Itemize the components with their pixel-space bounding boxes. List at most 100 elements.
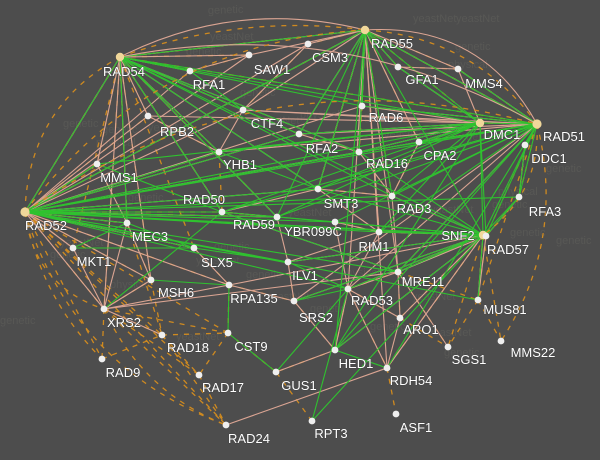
- physical-edge: [287, 261, 295, 302]
- predicted-arc-edge: [500, 123, 547, 342]
- node-label-yhb1: YHB1: [223, 157, 257, 172]
- node-label-rdh54: RDH54: [390, 373, 433, 388]
- predicted-arc-edge: [24, 56, 121, 213]
- node-rad52[interactable]: [20, 207, 30, 217]
- node-mre11[interactable]: [394, 268, 402, 276]
- genetic-edge: [358, 151, 484, 236]
- node-label-rad51: RAD51: [543, 129, 585, 144]
- node-hed1[interactable]: [331, 346, 339, 354]
- node-yhb1[interactable]: [215, 148, 223, 156]
- node-ilv1[interactable]: [284, 258, 292, 266]
- watermark-label: yeastNet: [210, 31, 253, 43]
- node-csm3[interactable]: [304, 40, 312, 48]
- node-label-ilv1: ILV1: [292, 268, 318, 283]
- node-ddc1[interactable]: [521, 141, 529, 149]
- predicted-edge: [198, 332, 229, 376]
- node-rim1[interactable]: [375, 228, 383, 236]
- node-mms22[interactable]: [497, 337, 505, 345]
- genetic-edge: [103, 211, 223, 310]
- genetic-edge: [24, 195, 393, 213]
- node-label-rad50: RAD50: [183, 192, 225, 207]
- node-label-ddc1: DDC1: [531, 151, 566, 166]
- node-rad55[interactable]: [360, 25, 370, 35]
- genetic-edge: [358, 122, 481, 153]
- node-mkt1[interactable]: [69, 244, 77, 252]
- genetic-edge: [276, 29, 366, 218]
- node-ybr099c[interactable]: [331, 218, 339, 226]
- node-cst9[interactable]: [224, 329, 232, 337]
- node-gus1[interactable]: [272, 368, 280, 376]
- node-layer[interactable]: [20, 25, 542, 429]
- node-mms4[interactable]: [454, 65, 462, 73]
- node-cpa2[interactable]: [415, 138, 423, 146]
- node-rad9[interactable]: [98, 355, 106, 363]
- node-mus81[interactable]: [474, 296, 482, 304]
- genetic-edge: [311, 288, 349, 422]
- node-mms1[interactable]: [93, 160, 101, 168]
- node-mec3[interactable]: [123, 219, 131, 227]
- genetic-edge: [24, 211, 289, 263]
- node-rfa2[interactable]: [295, 130, 303, 138]
- predicted-edge: [24, 211, 163, 336]
- node-aro1[interactable]: [396, 314, 404, 322]
- node-label-rpb2: RPB2: [160, 124, 194, 139]
- node-label-cst9: CST9: [234, 339, 267, 354]
- genetic-edge: [150, 279, 230, 286]
- genetic-edge: [227, 284, 230, 334]
- node-label-dmc1: DMC1: [484, 127, 521, 142]
- watermark-label: genetic: [208, 4, 244, 17]
- node-srs2[interactable]: [290, 297, 298, 305]
- node-rad24[interactable]: [222, 421, 230, 429]
- node-saw1[interactable]: [245, 51, 253, 59]
- node-rfa3[interactable]: [515, 193, 523, 201]
- node-asf1[interactable]: [392, 410, 400, 418]
- node-rad17[interactable]: [195, 371, 203, 379]
- node-label-rad57: RAD57: [487, 242, 529, 257]
- physical-edge: [386, 234, 484, 369]
- physical-edge: [386, 317, 401, 369]
- genetic-edge: [298, 122, 481, 135]
- node-rdh54[interactable]: [383, 364, 391, 372]
- genetic-edge: [119, 56, 128, 224]
- node-dmc1[interactable]: [475, 118, 485, 128]
- node-label-slx5: SLX5: [201, 255, 233, 270]
- node-rad6[interactable]: [358, 102, 366, 110]
- node-rad51[interactable]: [532, 119, 542, 129]
- node-rad54[interactable]: [115, 52, 125, 62]
- node-rpt3[interactable]: [308, 417, 316, 425]
- node-msh6[interactable]: [147, 276, 155, 284]
- node-smt3[interactable]: [314, 185, 322, 193]
- node-rad50[interactable]: [218, 208, 226, 216]
- genetic-edge: [479, 122, 487, 237]
- node-gfa1[interactable]: [394, 63, 402, 71]
- genetic-edge: [119, 56, 393, 197]
- watermark-label: yeastNet: [456, 13, 499, 25]
- node-ctf4[interactable]: [239, 106, 247, 114]
- predicted-arc-edge: [24, 29, 366, 213]
- watermark-label: genetic: [310, 303, 346, 315]
- node-rad53[interactable]: [344, 285, 352, 293]
- node-sgs1[interactable]: [444, 343, 452, 351]
- node-label-rad18: RAD18: [167, 340, 209, 355]
- node-xrs2[interactable]: [100, 305, 108, 313]
- genetic-edge: [72, 222, 128, 249]
- node-rad57[interactable]: [482, 232, 490, 240]
- node-rad16[interactable]: [355, 148, 363, 156]
- genetic-edge: [119, 56, 484, 236]
- node-rfa1[interactable]: [186, 67, 194, 75]
- watermark-label: physical: [96, 137, 136, 149]
- genetic-edge: [24, 211, 399, 273]
- genetic-edge: [24, 29, 366, 213]
- node-rad3[interactable]: [388, 192, 396, 200]
- predicted-arc-edge: [364, 29, 538, 125]
- node-slx5[interactable]: [190, 244, 198, 252]
- genetic-edge: [119, 29, 366, 58]
- node-rad18[interactable]: [158, 331, 166, 339]
- node-rad59[interactable]: [273, 213, 281, 221]
- node-rpa135[interactable]: [225, 281, 233, 289]
- physical-edge: [189, 54, 250, 72]
- node-rpb2[interactable]: [144, 112, 152, 120]
- physical-edge: [347, 29, 366, 290]
